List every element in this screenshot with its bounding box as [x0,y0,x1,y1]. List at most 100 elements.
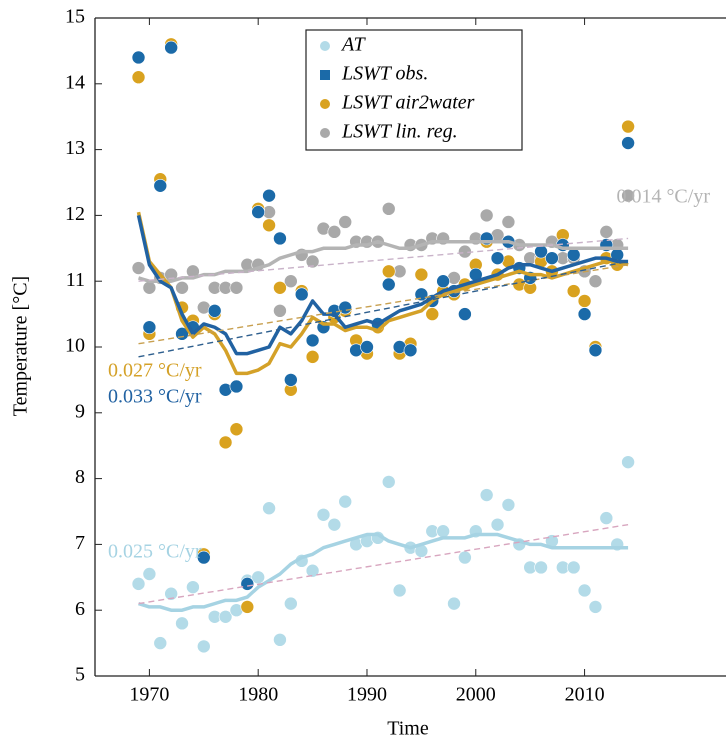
data-point [262,188,276,203]
y-tick-label: 8 [75,466,85,488]
y-tick-label: 14 [65,71,85,93]
legend-label: LSWT lin. reg. [341,121,458,143]
data-point [175,616,189,631]
data-point [588,600,603,614]
data-point [403,343,418,358]
data-point [229,379,244,394]
data-point [381,202,396,216]
trend-label: 0.027 °C/yr [108,360,202,382]
trend-line [138,260,629,358]
data-point [142,320,157,335]
x-tick-label: 2000 [456,684,496,706]
data-point [381,475,396,489]
data-point [229,422,244,437]
data-point [447,596,461,611]
data-point [284,274,298,289]
data-point [305,350,320,364]
data-point [164,586,178,601]
data-point [490,517,505,532]
data-point [566,284,581,298]
data-point [534,560,548,575]
data-point [588,274,603,289]
x-tick-label: 2010 [565,684,605,706]
data-point [131,70,146,85]
data-point [142,567,157,581]
data-point [262,501,276,516]
data-point [284,596,298,611]
trend-line [138,237,629,282]
legend-label: AT [340,34,366,56]
data-point [240,577,255,591]
data-point [273,280,287,295]
data-point [131,577,146,591]
data-point [338,215,353,229]
data-point [305,254,320,269]
data-point [479,208,494,223]
y-tick-label: 12 [65,203,85,225]
trend-line [138,264,629,345]
data-point [588,343,603,358]
data-point [479,488,494,502]
data-point [338,300,353,315]
data-point [153,636,168,650]
data-point [305,563,320,578]
data-point [327,517,342,532]
legend-box [305,29,523,151]
data-point [218,435,233,450]
y-tick-label: 13 [65,137,85,159]
data-point [262,218,276,233]
legend-label: LSWT obs. [341,63,428,85]
data-point [229,280,244,295]
trend-label: 0.014 °C/yr [616,186,710,208]
data-point [273,231,287,246]
data-point [436,274,450,289]
data-point [458,550,472,565]
data-point [599,511,614,525]
data-point [577,294,592,308]
data-point [196,550,211,565]
data-point [545,251,559,265]
data-point [501,215,516,229]
data-point [294,287,309,302]
data-point [338,494,353,509]
data-point [414,267,429,282]
data-point [392,583,407,598]
y-tick-label: 9 [75,400,85,422]
data-point [577,583,592,598]
data-point [490,251,505,265]
data-point [175,280,189,295]
data-point [131,50,146,65]
data-point [566,560,581,575]
y-tick-label: 5 [75,664,85,686]
data-point [142,280,157,295]
legend-marker [320,128,330,138]
data-point [414,287,429,302]
x-tick-label: 1980 [238,684,278,706]
data-point [251,205,265,219]
y-tick-label: 10 [65,335,85,357]
legend-marker [320,70,330,80]
data-point [207,304,222,318]
data-point [284,373,298,387]
data-point [381,277,396,292]
data-point [621,119,635,134]
x-axis-label: Time [387,718,429,740]
data-point [305,333,320,348]
data-point [621,188,635,203]
data-point [196,639,211,654]
data-point [327,225,342,239]
data-point [501,498,516,512]
y-axis-label: Temperature [°C] [10,276,32,416]
data-point [164,40,178,55]
data-point [316,507,331,522]
smoothed-line [138,239,629,283]
smoothed-line [136,211,629,376]
x-tick-label: 1970 [129,684,169,706]
legend-label: LSWT air2water [341,92,475,114]
data-point [458,307,472,321]
data-point [360,340,374,354]
data-point [273,633,287,647]
smoothed-line [138,532,629,612]
trend-label: 0.025 °C/yr [108,541,202,563]
data-point [186,580,200,594]
